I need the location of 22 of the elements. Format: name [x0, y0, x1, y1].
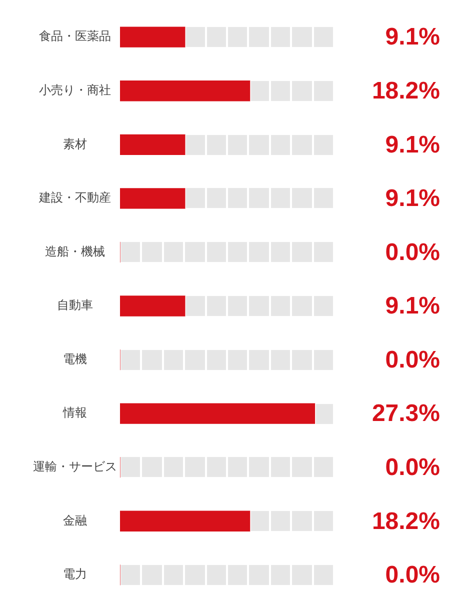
y-tick-label: 小売り・商社	[39, 83, 111, 97]
y-tick-label: 金融	[63, 513, 87, 528]
data-label: 0.0%	[385, 562, 440, 589]
y-tick-label: 情報	[62, 406, 87, 420]
data-label: 18.2%	[372, 508, 440, 535]
data-label: 9.1%	[385, 24, 440, 51]
y-tick-label: 自動車	[57, 298, 93, 312]
y-tick-label: 素材	[63, 136, 87, 151]
data-label: 18.2%	[372, 78, 440, 104]
y-tick-label: 建設・不動産	[38, 190, 111, 205]
y-tick-label: 造船・機械	[45, 244, 105, 258]
data-label: 9.1%	[385, 292, 440, 320]
data-label: 9.1%	[385, 185, 440, 212]
y-tick-label: 電力	[63, 567, 87, 582]
data-label: 9.1%	[385, 131, 440, 158]
y-tick-label: 電機	[63, 352, 87, 366]
data-label: 0.0%	[385, 454, 440, 481]
y-tick-label: 食品・医薬品	[39, 29, 111, 44]
y-tick-label: 運輸・サービス	[33, 459, 117, 474]
data-label: 0.0%	[385, 238, 440, 266]
data-label: 0.0%	[385, 346, 440, 374]
data-label: 27.3%	[372, 400, 440, 428]
